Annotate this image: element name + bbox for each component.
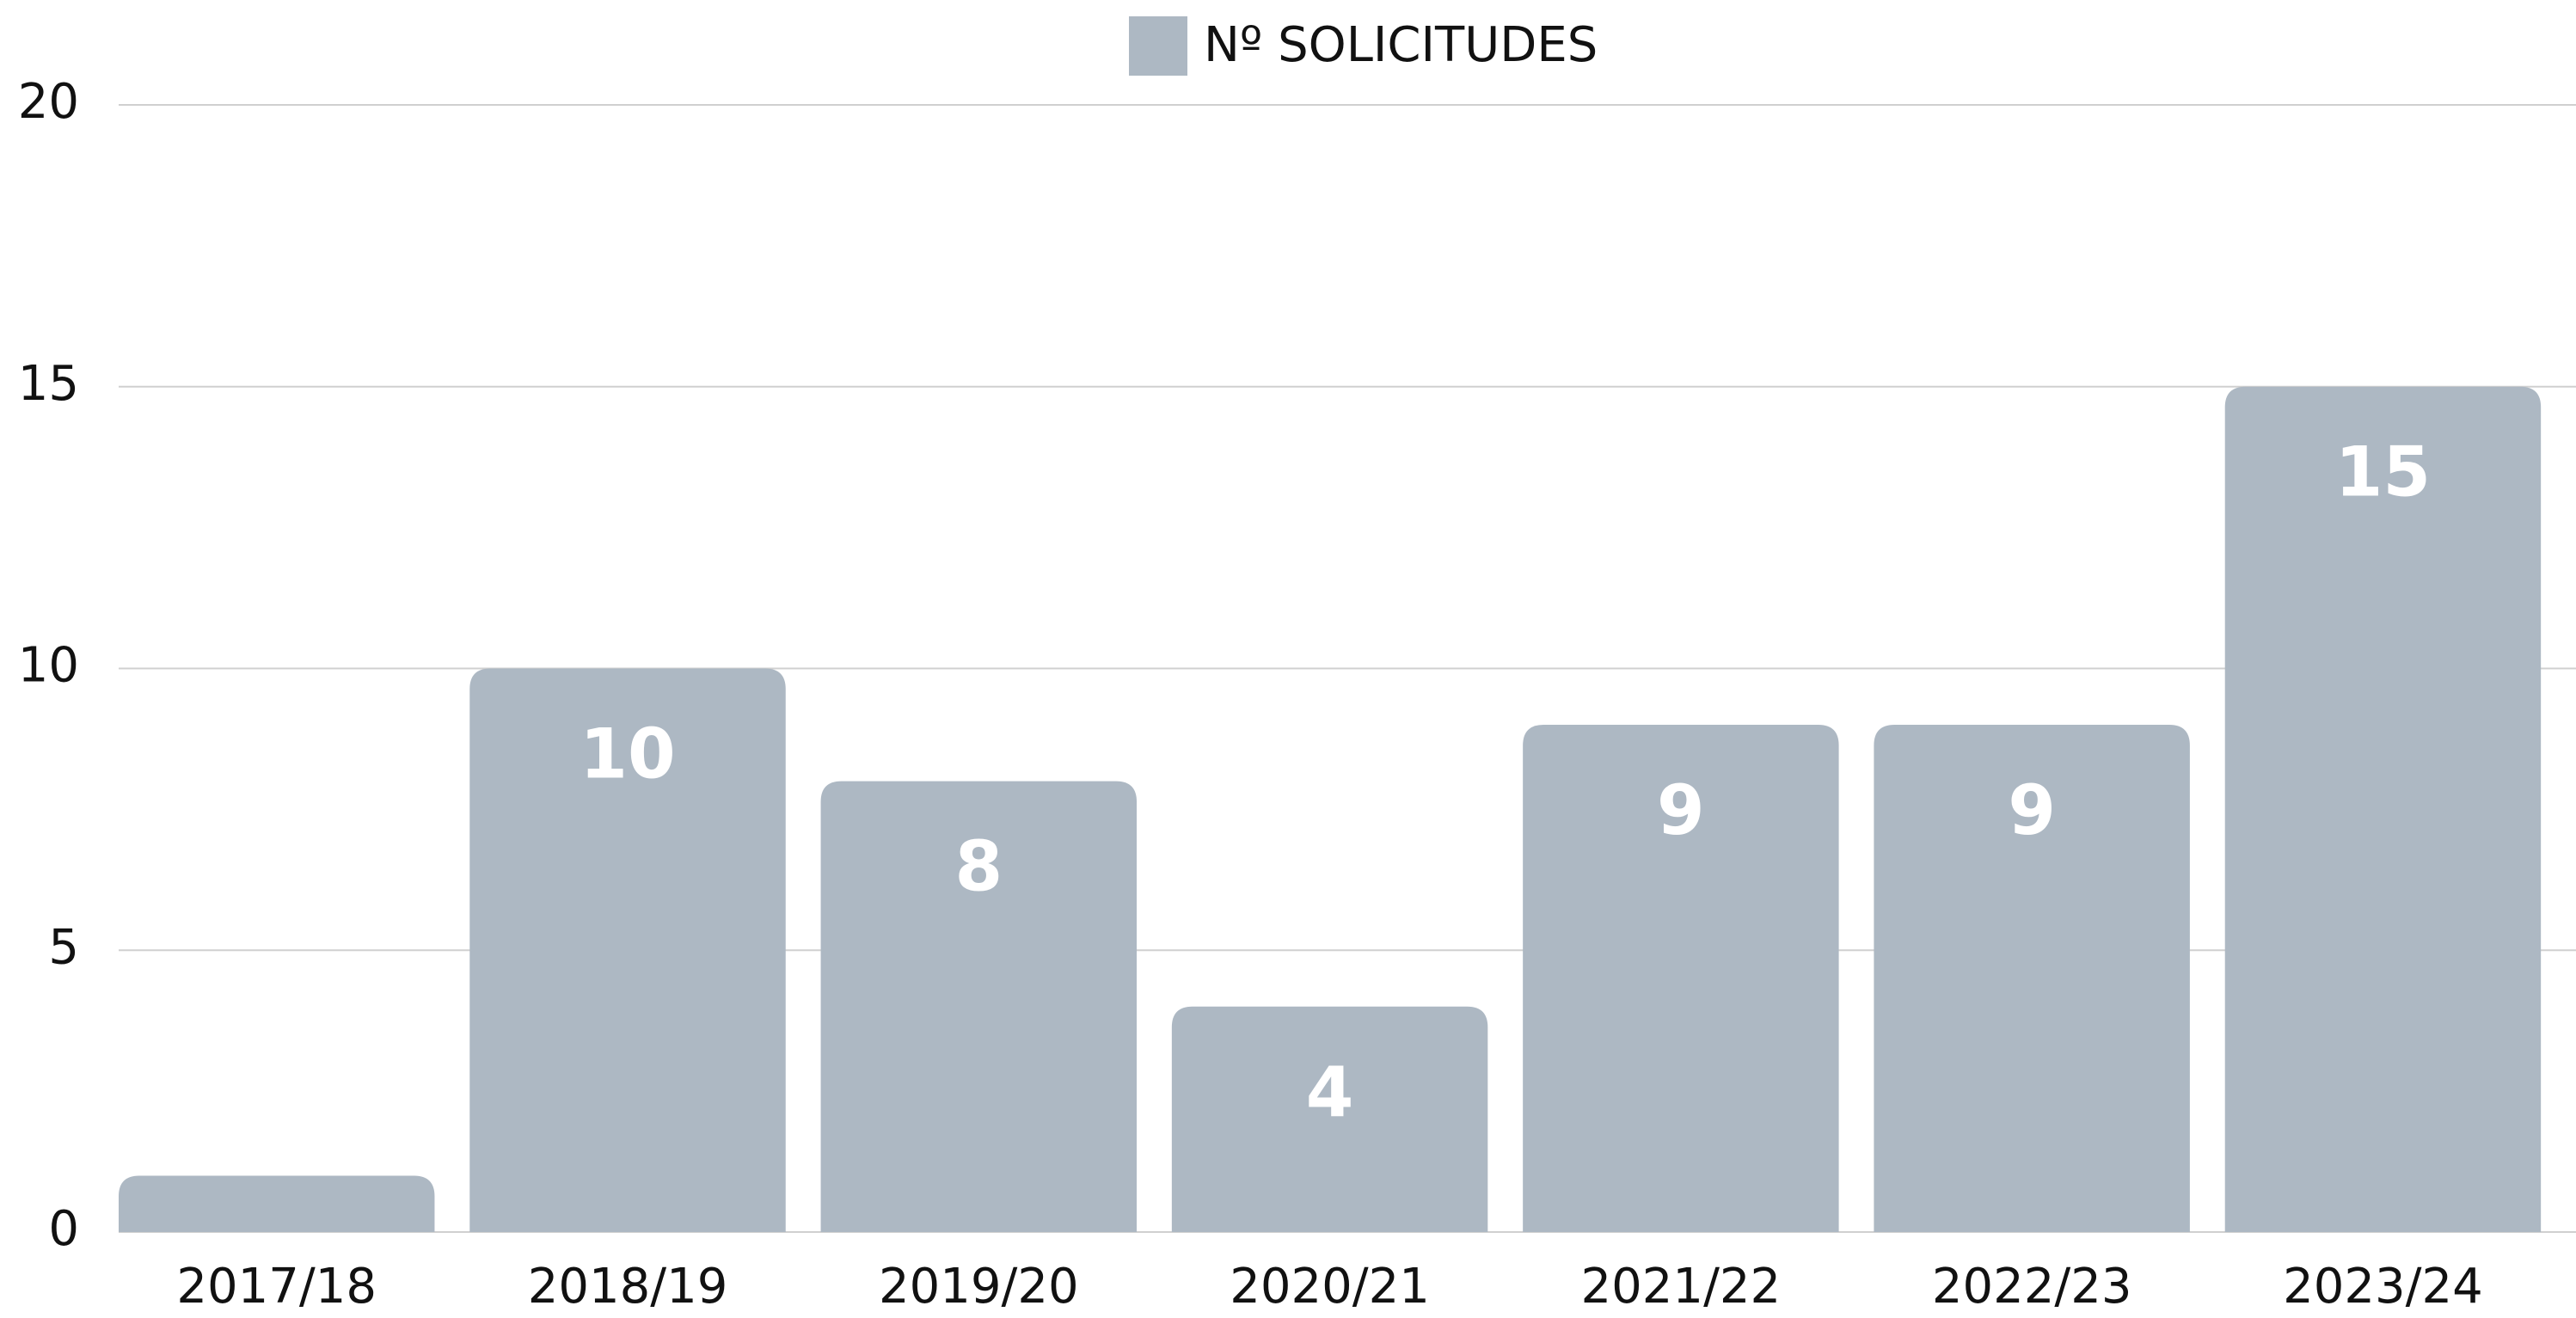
bars: 1 10 8 4 9 9 15: [119, 386, 2542, 1301]
y-tick-label: 5: [48, 919, 79, 975]
value-label: 15: [2335, 432, 2431, 512]
value-label: 1: [253, 1221, 301, 1301]
x-tick-label: 2021/22: [1581, 1259, 1782, 1315]
bar: [1874, 725, 2190, 1232]
x-tick-label: 2019/20: [879, 1259, 1079, 1315]
value-label: 9: [1657, 770, 1705, 850]
x-tick-label: 2020/21: [1230, 1259, 1430, 1315]
y-tick-label: 10: [18, 638, 79, 694]
x-tick-label: 2022/23: [1932, 1259, 2132, 1315]
bar: [2224, 386, 2542, 1232]
bar: [119, 1175, 435, 1232]
y-tick-label: 15: [18, 356, 79, 412]
bar: [1523, 725, 1839, 1232]
bar: [469, 668, 786, 1232]
x-tick-label: 2017/18: [176, 1259, 377, 1315]
labels: 0 5 10 15 20 Nº SOLICITUDES 2017/18 2018/19 2019…: [18, 16, 2483, 1315]
value-label: 10: [580, 714, 675, 794]
x-tick-label: 2023/24: [2283, 1259, 2483, 1315]
x-tick-label: 2018/19: [528, 1259, 728, 1315]
value-label: 9: [2008, 770, 2056, 850]
legend-label: Nº SOLICITUDES: [1204, 17, 1598, 73]
legend-swatch: [1129, 16, 1187, 76]
bar: [820, 781, 1138, 1232]
y-tick-label: 20: [18, 74, 79, 130]
value-label: 8: [954, 827, 1003, 907]
bar: [1171, 1006, 1488, 1232]
value-label: 4: [1306, 1052, 1354, 1132]
y-tick-label: 0: [48, 1201, 79, 1257]
